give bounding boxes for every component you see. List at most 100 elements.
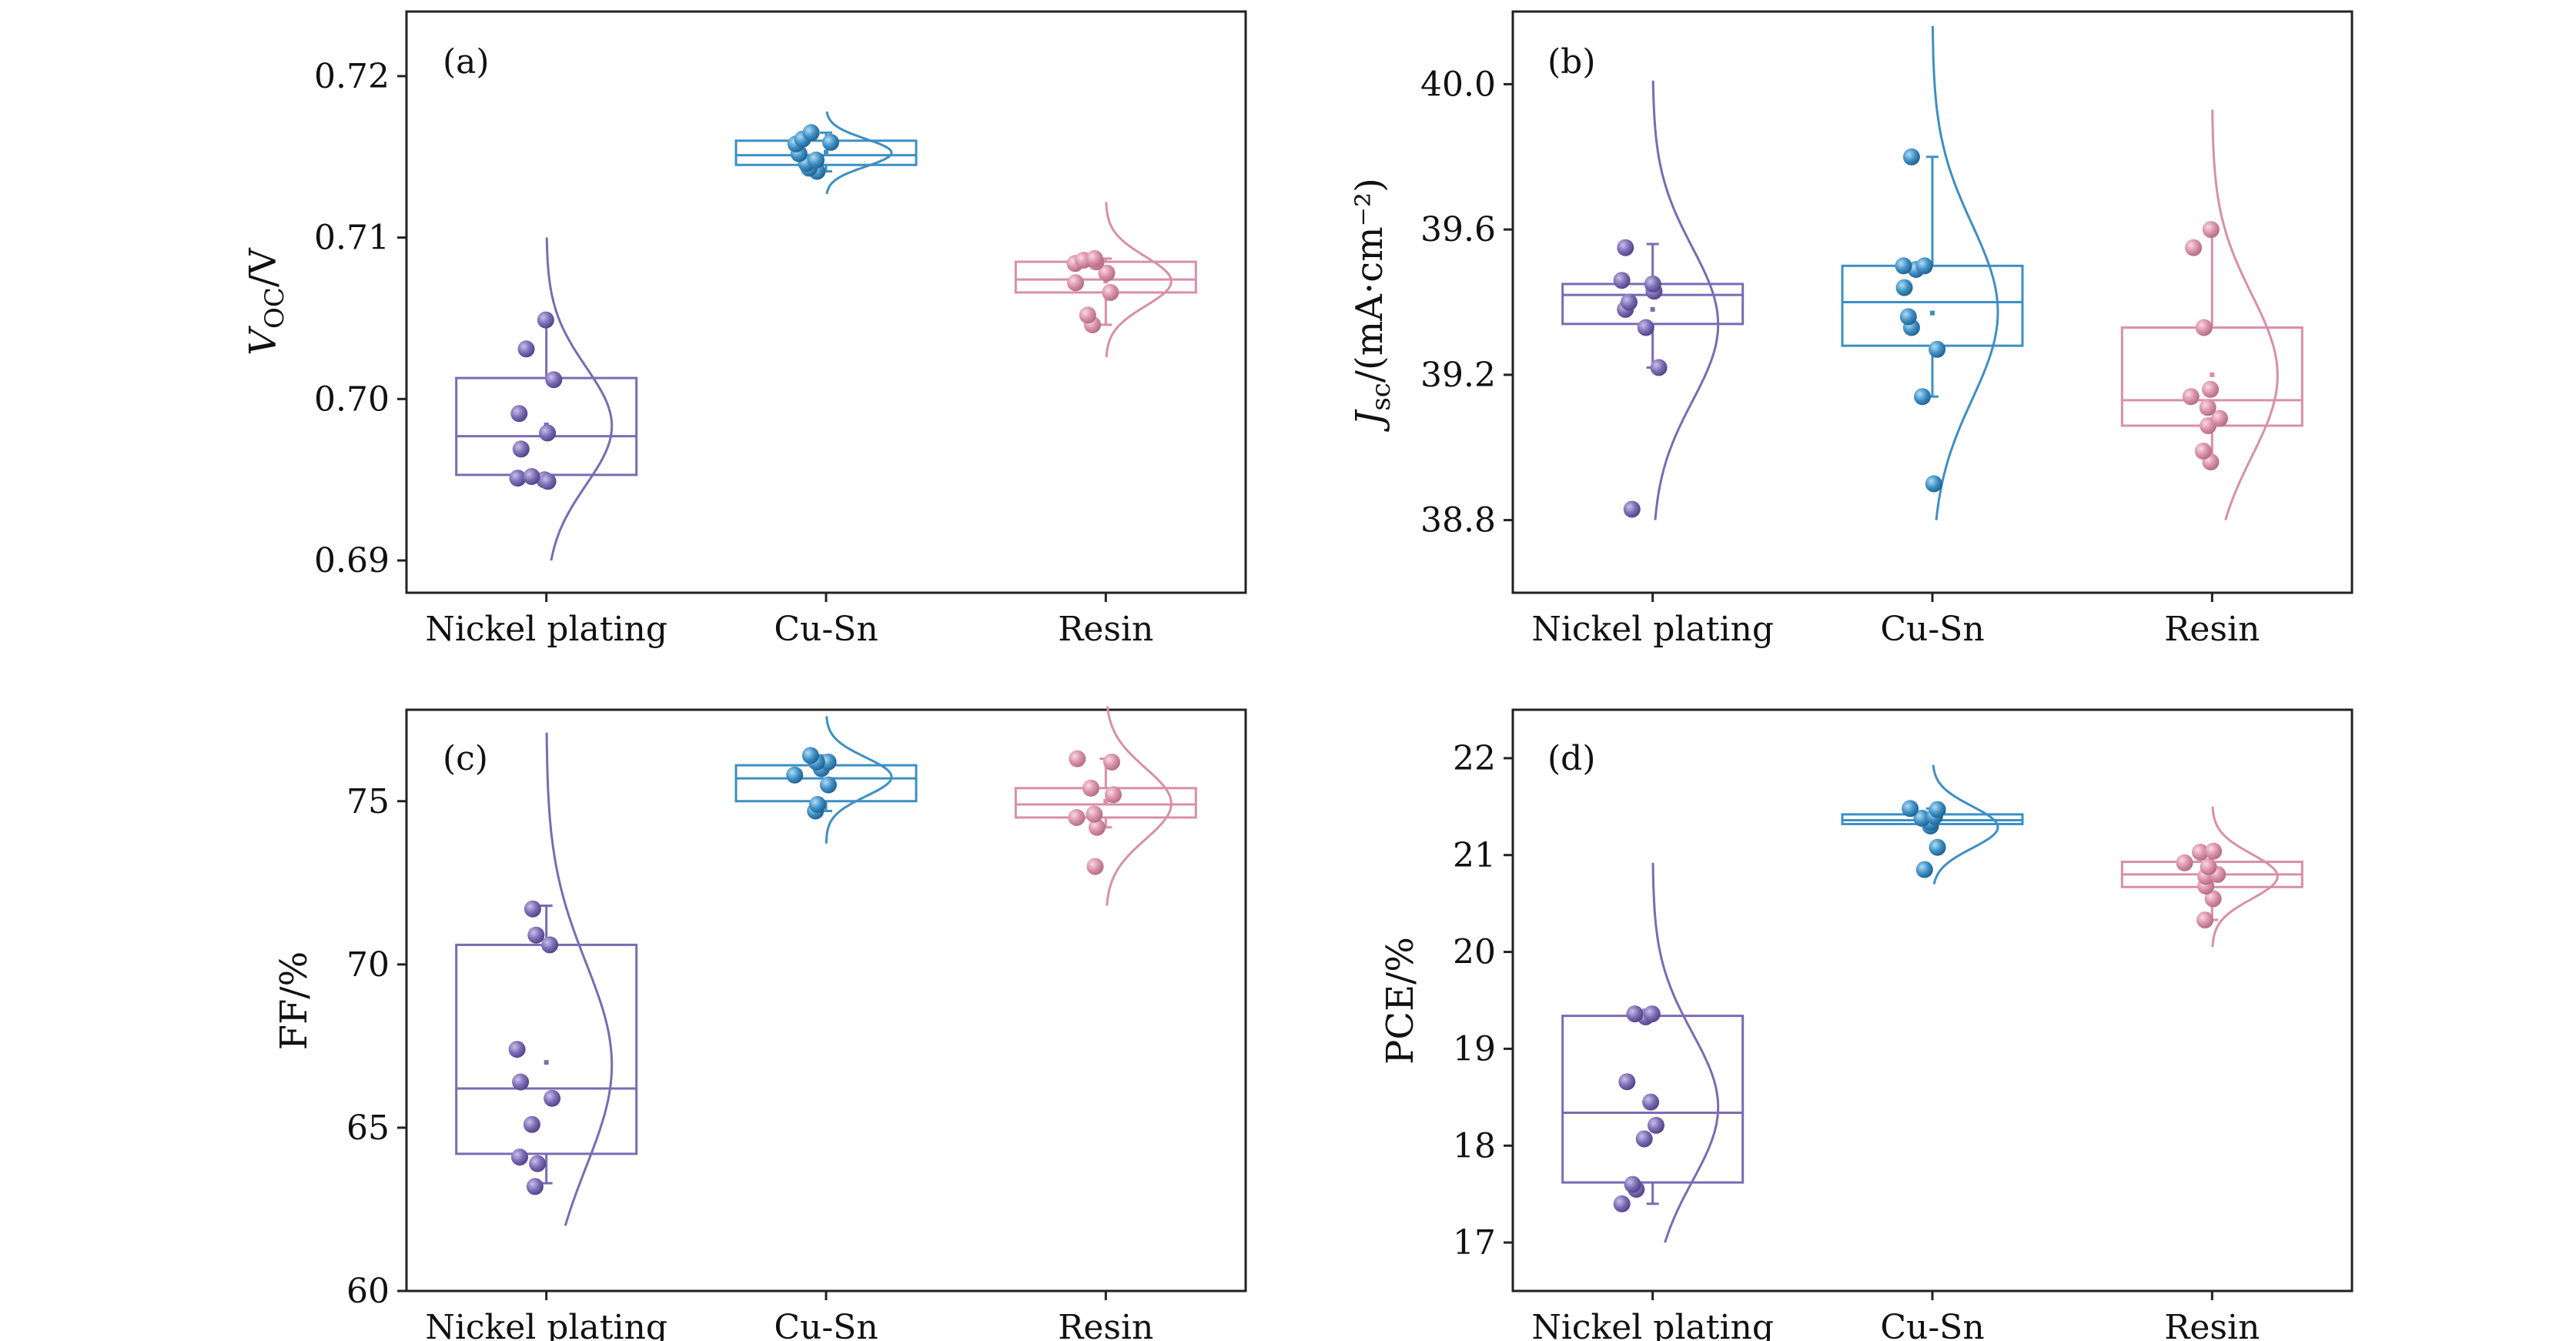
data-point-nickel-plating [508, 1041, 526, 1058]
data-point-cu-sn [1929, 801, 1946, 818]
panel-d-label: (d) [1547, 739, 1596, 778]
data-point-nickel-plating [510, 405, 528, 423]
data-point-resin [1069, 750, 1086, 767]
panel-c-ytick-label: 75 [346, 782, 390, 821]
data-point-resin [2204, 890, 2222, 908]
panel-a-series-cu-sn [734, 111, 918, 195]
data-point-cu-sn [1929, 340, 1946, 358]
panel-a-ytick-label: 0.72 [314, 57, 390, 96]
panel-a-ylabel-rest: /V [242, 247, 285, 287]
data-point-nickel-plating [1623, 500, 1641, 518]
data-point-resin [1079, 306, 1096, 324]
data-point-nickel-plating [1637, 319, 1654, 336]
panel-c-ytick-label: 70 [346, 945, 390, 985]
data-point-cu-sn [819, 776, 837, 794]
panel-a-xtick-label: Nickel plating [425, 610, 667, 649]
panel-a-ylabel-main: V [242, 326, 285, 356]
data-point-nickel-plating [524, 900, 541, 918]
data-point-nickel-plating [1613, 272, 1631, 289]
data-point-nickel-plating [539, 473, 557, 490]
data-point-nickel-plating [509, 470, 527, 487]
panel-c-yticks: 60 65 70 75 [346, 782, 406, 1311]
data-point-resin [1086, 858, 1104, 875]
data-point-cu-sn [808, 796, 826, 813]
panel-b-marks [1561, 25, 2303, 521]
data-point-cu-sn [1902, 800, 1919, 818]
distribution-curve-nickel-plating [545, 237, 614, 561]
box-nickel-plating [455, 943, 638, 1155]
panel-a-ytick-label: 0.71 [314, 219, 390, 258]
data-point-nickel-plating [1624, 1175, 1641, 1193]
panel-b-ylabel: Jsc/(mA·cm⁻²) [1348, 178, 1397, 433]
distribution-curve-nickel-plating [1651, 80, 1720, 520]
panel-a-marks [455, 111, 1197, 561]
panel-b-series-resin [2120, 109, 2303, 521]
data-point-resin [2194, 443, 2212, 460]
data-point-cu-sn [786, 766, 804, 784]
panel-c-xtick-label: Nickel plating [425, 1308, 667, 1341]
data-point-resin [2202, 380, 2220, 398]
panel-a: (a) VOC/V 0.69 0.70 0.71 0.72 Nickel platin… [242, 10, 1247, 649]
panel-d-ylabel-main: PCE/% [1379, 937, 1422, 1065]
panel-d-xtick-label: Nickel plating [1531, 1308, 1774, 1341]
panel-d-xtick-label: Resin [2164, 1308, 2260, 1341]
panel-c: (c) FF/% 60 65 70 75 Nickel plating Cu-Sn Res… [273, 706, 1247, 1341]
data-point-cu-sn [1914, 388, 1931, 406]
data-point-resin [2196, 911, 2214, 929]
data-point-resin [1068, 809, 1086, 826]
data-point-resin [2195, 319, 2213, 336]
panel-c-xtick-label: Cu-Sn [774, 1308, 878, 1341]
panel-d-ytick-label: 22 [1453, 739, 1496, 778]
data-point-cu-sn [1895, 257, 1912, 275]
panel-c-series-cu-sn [734, 716, 918, 844]
distribution-curve-cu-sn [1932, 764, 1999, 885]
panel-b-xtick-label: Nickel plating [1531, 610, 1774, 649]
data-point-cu-sn [801, 747, 819, 764]
panel-c-xticks: Nickel plating Cu-Sn Resin [425, 1291, 1153, 1341]
panel-d-marks [1561, 764, 2303, 1243]
panel-b-ylabel-sub: sc [1366, 383, 1397, 411]
distribution-curve-resin [1105, 202, 1173, 357]
data-point-resin [2200, 858, 2217, 875]
panel-a-yticks: 0.69 0.70 0.71 0.72 [314, 57, 406, 580]
data-point-nickel-plating [517, 340, 535, 358]
data-point-resin [1098, 264, 1116, 282]
panel-c-series-nickel-plating [455, 732, 638, 1226]
panel-c-ylabel-main: FF/% [273, 951, 316, 1050]
panel-a-ytick-label: 0.69 [314, 541, 390, 580]
distribution-curve-resin [1106, 706, 1173, 906]
panel-a-xticks: Nickel plating Cu-Sn Resin [425, 593, 1153, 649]
panel-b-ytick-label: 40.0 [1420, 65, 1496, 104]
panel-c-marks [455, 706, 1197, 1226]
data-point-nickel-plating [545, 371, 563, 389]
data-point-cu-sn [808, 151, 825, 169]
data-point-resin [2176, 854, 2193, 871]
panel-a-ylabel-sub: OC [259, 287, 290, 329]
panel-b-ytick-label: 39.6 [1420, 210, 1496, 249]
data-point-nickel-plating [1648, 1116, 1664, 1134]
panel-a-label: (a) [443, 42, 490, 82]
data-point-resin [2185, 239, 2203, 256]
panel-b-yticks: 38.8 39.2 39.6 40.0 [1420, 65, 1513, 540]
data-point-nickel-plating [523, 1115, 540, 1133]
panel-b-xtick-label: Resin [2164, 610, 2260, 649]
data-point-resin [2199, 399, 2216, 416]
data-point-nickel-plating [1635, 1130, 1653, 1148]
data-point-nickel-plating [1617, 239, 1634, 256]
data-point-resin [1102, 283, 1119, 301]
panel-c-ytick-label: 65 [346, 1109, 390, 1148]
mean-marker-nickel-plating [1650, 306, 1655, 312]
data-point-nickel-plating [1643, 1005, 1661, 1023]
data-point-cu-sn [1899, 308, 1917, 326]
panel-b: (b) Jsc/(mA·cm⁻²) 38.8 39.2 39.6 40.0 Nicke… [1348, 10, 2354, 649]
data-point-nickel-plating [1644, 275, 1661, 293]
data-point-cu-sn [1915, 257, 1933, 275]
data-point-nickel-plating [527, 926, 545, 944]
panel-a-xtick-label: Cu-Sn [774, 610, 878, 649]
mean-marker-nickel-plating [544, 1060, 549, 1065]
panel-d-series-nickel-plating [1561, 862, 1745, 1243]
data-point-nickel-plating [1650, 359, 1668, 376]
data-point-nickel-plating [1642, 1093, 1660, 1111]
panel-a-ylabel: VOC/V [242, 247, 290, 356]
